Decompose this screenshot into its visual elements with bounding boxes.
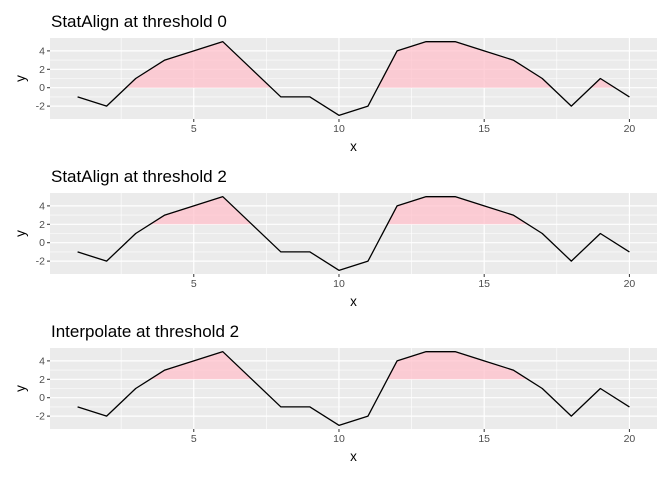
chart-panel-3: Interpolate at threshold 2 5 10 15 20 -2 0 2 4 x y xyxy=(13,322,657,464)
x-tick-label: 10 xyxy=(333,278,345,290)
area-fill-above-threshold xyxy=(590,78,615,88)
data-line xyxy=(77,351,630,426)
x-tick-label: 20 xyxy=(624,433,636,445)
y-tick-label: -2 xyxy=(36,101,45,113)
x-tick-label: 5 xyxy=(191,278,197,290)
y-axis-label: y xyxy=(13,385,28,392)
x-tick-label: 20 xyxy=(624,278,636,290)
y-axis-label: y xyxy=(13,230,28,237)
y-tick-label: 0 xyxy=(39,392,45,404)
x-tick-label: 10 xyxy=(333,433,345,445)
x-tick-label: 15 xyxy=(478,278,490,290)
chart-panel-2: StatAlign at threshold 2 5 10 15 20 -2 0 2 4 x y xyxy=(13,167,657,309)
x-tick-label: 15 xyxy=(478,433,490,445)
x-axis-label: x xyxy=(350,139,357,154)
chart-title: Interpolate at threshold 2 xyxy=(51,322,239,341)
y-tick-label: 4 xyxy=(39,355,45,367)
x-tick-label: 15 xyxy=(478,123,490,135)
y-tick-label: 2 xyxy=(39,219,45,231)
y-tick-label: 4 xyxy=(39,200,45,212)
x-axis-label: x xyxy=(350,294,357,309)
x-tick-label: 5 xyxy=(191,123,197,135)
data-line xyxy=(77,196,630,271)
y-tick-label: -2 xyxy=(36,411,45,423)
y-tick-label: 0 xyxy=(39,237,45,249)
area-fill-above-threshold xyxy=(387,351,528,380)
chart-panel-1: StatAlign at threshold 0 5 10 15 20 -2 0 2 4 x y xyxy=(13,12,657,154)
x-tick-label: 10 xyxy=(333,123,345,135)
area-fill-above-threshold xyxy=(377,41,552,88)
x-tick-label: 5 xyxy=(191,433,197,445)
data-line xyxy=(77,41,630,116)
x-tick-label: 20 xyxy=(624,123,636,135)
area-fill-above-threshold xyxy=(150,351,252,380)
y-tick-label: 2 xyxy=(39,374,45,386)
chart-title: StatAlign at threshold 0 xyxy=(51,12,227,31)
x-axis-label: x xyxy=(350,449,357,464)
chart-title: StatAlign at threshold 2 xyxy=(51,167,227,186)
y-tick-label: 0 xyxy=(39,82,45,94)
area-fill-above-threshold xyxy=(387,196,528,225)
y-tick-label: -2 xyxy=(36,256,45,268)
area-fill-above-threshold xyxy=(150,196,252,225)
y-tick-label: 2 xyxy=(39,64,45,76)
area-fill-above-threshold xyxy=(126,41,272,88)
y-tick-label: 4 xyxy=(39,45,45,57)
y-axis-label: y xyxy=(13,75,28,82)
